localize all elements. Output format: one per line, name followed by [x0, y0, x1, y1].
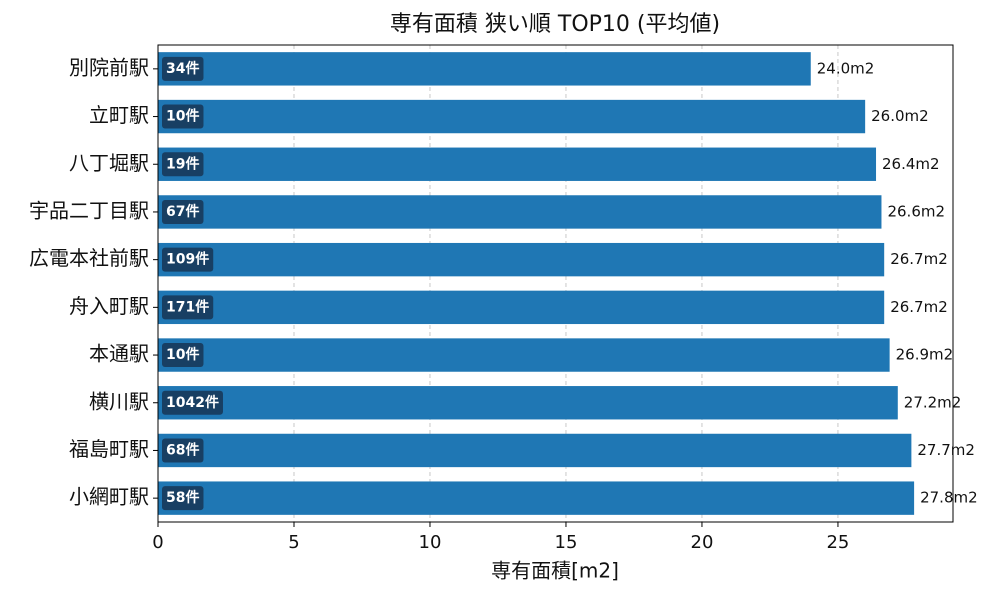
count-badge: [162, 152, 204, 177]
x-tick-label: 5: [288, 532, 299, 553]
x-axis-label: 専有面積[m2]: [491, 559, 619, 583]
count-badge: [162, 438, 204, 463]
count-badge: [162, 104, 204, 129]
bar: [158, 242, 885, 277]
count-label: 67件: [166, 203, 199, 220]
count-label: 171件: [166, 298, 209, 315]
y-tick-label: 福島町駅: [69, 437, 149, 461]
count-label: 34件: [166, 60, 199, 77]
bar: [158, 386, 898, 420]
count-label: 1042件: [166, 394, 219, 411]
y-tick-label: 横川駅: [89, 389, 149, 413]
bar: [158, 147, 877, 181]
count-label: 19件: [166, 155, 199, 172]
value-label: 26.9m2: [896, 346, 954, 364]
count-label: 109件: [166, 251, 209, 268]
count-badge: [162, 486, 204, 511]
y-tick-label: 宇品二丁目駅: [29, 198, 149, 222]
count-badge: [162, 247, 214, 272]
count-label: 68件: [166, 441, 199, 458]
x-tick-label: 25: [826, 532, 849, 553]
bar: [158, 481, 915, 515]
bar: [158, 290, 885, 325]
value-label: 26.7m2: [890, 250, 948, 268]
value-label: 26.7m2: [890, 298, 948, 316]
x-tick-label: 20: [691, 532, 714, 553]
y-tick-label: 小網町駅: [69, 485, 149, 509]
count-badge: [162, 56, 204, 81]
count-badge: [162, 343, 204, 368]
x-tick-label: 10: [419, 532, 442, 553]
x-tick-label: 15: [555, 532, 578, 553]
value-label: 27.8m2: [920, 489, 978, 507]
y-tick-label: 八丁堀駅: [69, 151, 149, 175]
y-tick-label: 広電本社前駅: [29, 246, 149, 270]
count-badge: [162, 390, 223, 415]
plot-frame: [157, 44, 954, 523]
bar: [158, 195, 882, 229]
count-label: 58件: [166, 489, 199, 506]
value-label: 27.2m2: [904, 393, 962, 411]
value-label: 26.6m2: [887, 202, 945, 220]
count-label: 10件: [166, 346, 199, 363]
chart-title: 専有面積 狭い順 TOP10 (平均値): [390, 12, 720, 37]
y-tick-label: 舟入町駅: [69, 294, 149, 318]
count-label: 10件: [166, 108, 199, 125]
value-label: 24.0m2: [817, 59, 875, 77]
value-label: 27.7m2: [917, 441, 975, 459]
y-tick-label: 別院前駅: [69, 55, 149, 79]
y-tick-label: 本通駅: [89, 342, 149, 366]
x-tick-label: 0: [152, 532, 163, 553]
bar: [158, 99, 866, 134]
count-badge: [162, 199, 204, 224]
y-tick-label: 立町駅: [89, 103, 149, 127]
count-badge: [162, 295, 214, 320]
bar: [158, 52, 811, 86]
bar: [158, 433, 912, 468]
bar: [158, 338, 890, 372]
value-label: 26.0m2: [871, 107, 929, 125]
value-label: 26.4m2: [882, 155, 940, 173]
